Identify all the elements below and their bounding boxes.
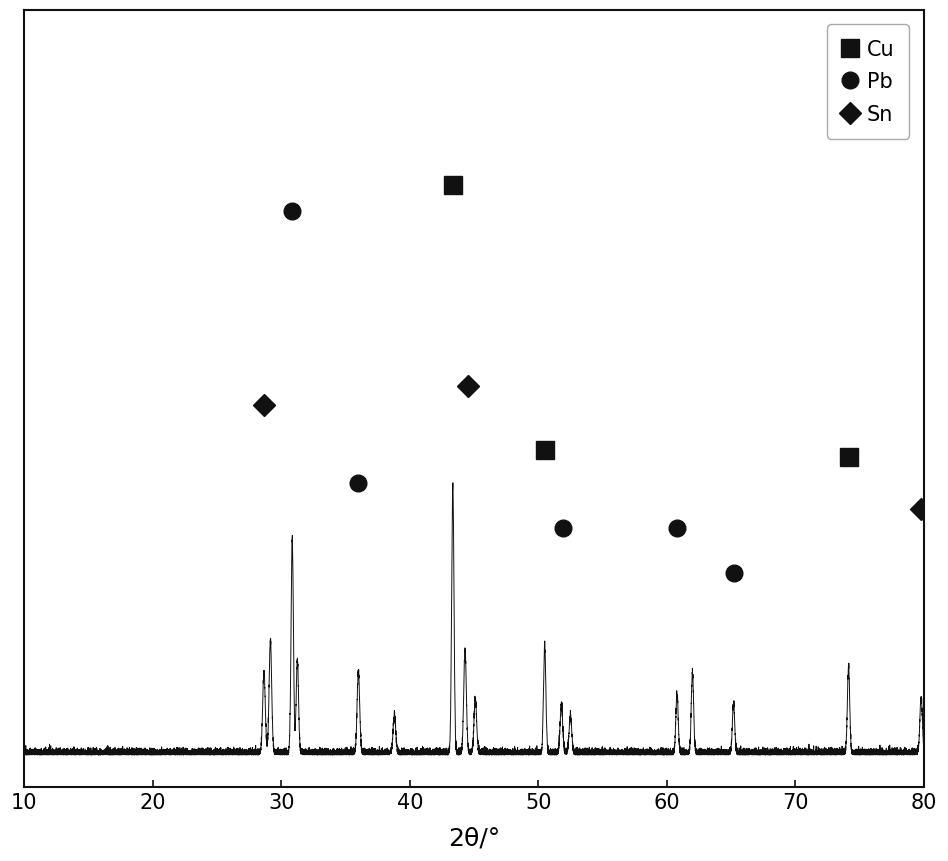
X-axis label: 2θ/°: 2θ/° bbox=[447, 826, 501, 850]
Legend: Cu, Pb, Sn: Cu, Pb, Sn bbox=[827, 25, 909, 139]
